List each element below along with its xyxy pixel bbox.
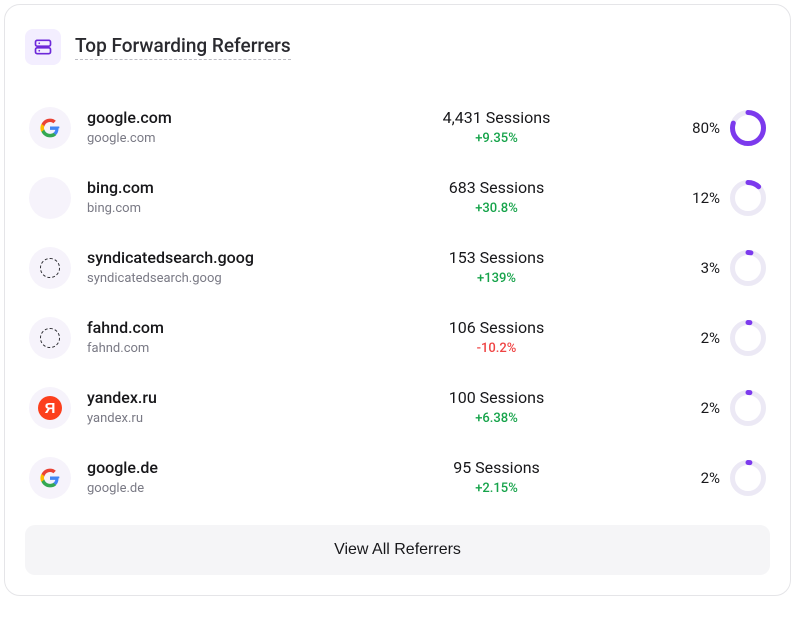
referrer-list: google.com google.com 4,431 Sessions +9.… (25, 93, 770, 513)
referrer-logo (29, 247, 71, 289)
referrer-percent-label: 80% (692, 119, 720, 137)
referrer-stats: 153 Sessions +139% (353, 248, 640, 288)
referrer-stats: 100 Sessions +6.38% (353, 388, 640, 428)
referrer-subtitle: google.com (87, 131, 337, 148)
referrer-percent-label: 2% (701, 399, 720, 417)
referrer-name: bing.com (87, 178, 337, 199)
referrer-logo (29, 107, 71, 149)
referrer-stats: 106 Sessions -10.2% (353, 318, 640, 358)
referrer-subtitle: google.de (87, 481, 337, 498)
referrer-sessions: 683 Sessions (353, 178, 640, 199)
referrer-percent-label: 2% (701, 329, 720, 347)
referrer-info: syndicatedsearch.goog syndicatedsearch.g… (87, 248, 337, 288)
referrer-logo: Я (29, 387, 71, 429)
donut-chart (730, 460, 766, 496)
card-title: Top Forwarding Referrers (75, 34, 291, 60)
referrer-progress: 80% (656, 110, 766, 146)
referrer-info: google.com google.com (87, 108, 337, 148)
google-icon (40, 118, 60, 138)
card-header: Top Forwarding Referrers (25, 29, 770, 65)
referrer-change: -10.2% (353, 341, 640, 358)
google-icon (40, 468, 60, 488)
server-icon (25, 29, 61, 65)
placeholder-icon (40, 258, 60, 278)
referrer-row[interactable]: google.de google.de 95 Sessions +2.15% 2… (25, 443, 770, 513)
donut-chart (730, 110, 766, 146)
referrer-subtitle: yandex.ru (87, 411, 337, 428)
donut-chart (730, 250, 766, 286)
referrer-row[interactable]: Я yandex.ru yandex.ru 100 Sessions +6.38… (25, 373, 770, 443)
referrer-logo (29, 177, 71, 219)
referrer-stats: 683 Sessions +30.8% (353, 178, 640, 218)
referrer-progress: 2% (656, 320, 766, 356)
referrer-progress: 2% (656, 390, 766, 426)
referrer-change: +30.8% (353, 201, 640, 218)
referrer-info: fahnd.com fahnd.com (87, 318, 337, 358)
referrer-row[interactable]: bing.com bing.com 683 Sessions +30.8% 12… (25, 163, 770, 233)
referrer-info: yandex.ru yandex.ru (87, 388, 337, 428)
view-all-button[interactable]: View All Referrers (25, 525, 770, 575)
referrer-percent-label: 12% (692, 189, 720, 207)
donut-chart (730, 180, 766, 216)
donut-chart (730, 390, 766, 426)
referrer-subtitle: fahnd.com (87, 341, 337, 358)
referrer-name: fahnd.com (87, 318, 337, 339)
yandex-icon: Я (38, 396, 62, 420)
referrer-row[interactable]: fahnd.com fahnd.com 106 Sessions -10.2% … (25, 303, 770, 373)
referrer-name: google.de (87, 458, 337, 479)
referrer-row[interactable]: syndicatedsearch.goog syndicatedsearch.g… (25, 233, 770, 303)
referrer-row[interactable]: google.com google.com 4,431 Sessions +9.… (25, 93, 770, 163)
referrer-sessions: 153 Sessions (353, 248, 640, 269)
referrer-sessions: 100 Sessions (353, 388, 640, 409)
referrer-progress: 3% (656, 250, 766, 286)
referrer-change: +139% (353, 271, 640, 288)
referrers-card: Top Forwarding Referrers google.com goog… (4, 4, 791, 596)
referrer-percent-label: 3% (701, 259, 720, 277)
referrer-sessions: 95 Sessions (353, 458, 640, 479)
referrer-name: yandex.ru (87, 388, 337, 409)
referrer-subtitle: syndicatedsearch.goog (87, 271, 337, 288)
donut-chart (730, 320, 766, 356)
referrer-info: google.de google.de (87, 458, 337, 498)
referrer-stats: 95 Sessions +2.15% (353, 458, 640, 498)
referrer-percent-label: 2% (701, 469, 720, 487)
referrer-info: bing.com bing.com (87, 178, 337, 218)
referrer-progress: 2% (656, 460, 766, 496)
referrer-change: +6.38% (353, 411, 640, 428)
referrer-sessions: 106 Sessions (353, 318, 640, 339)
referrer-logo (29, 457, 71, 499)
placeholder-icon (40, 328, 60, 348)
referrer-name: google.com (87, 108, 337, 129)
referrer-sessions: 4,431 Sessions (353, 108, 640, 129)
referrer-name: syndicatedsearch.goog (87, 248, 337, 269)
referrer-change: +2.15% (353, 481, 640, 498)
referrer-logo (29, 317, 71, 359)
referrer-change: +9.35% (353, 131, 640, 148)
referrer-progress: 12% (656, 180, 766, 216)
referrer-subtitle: bing.com (87, 201, 337, 218)
referrer-stats: 4,431 Sessions +9.35% (353, 108, 640, 148)
